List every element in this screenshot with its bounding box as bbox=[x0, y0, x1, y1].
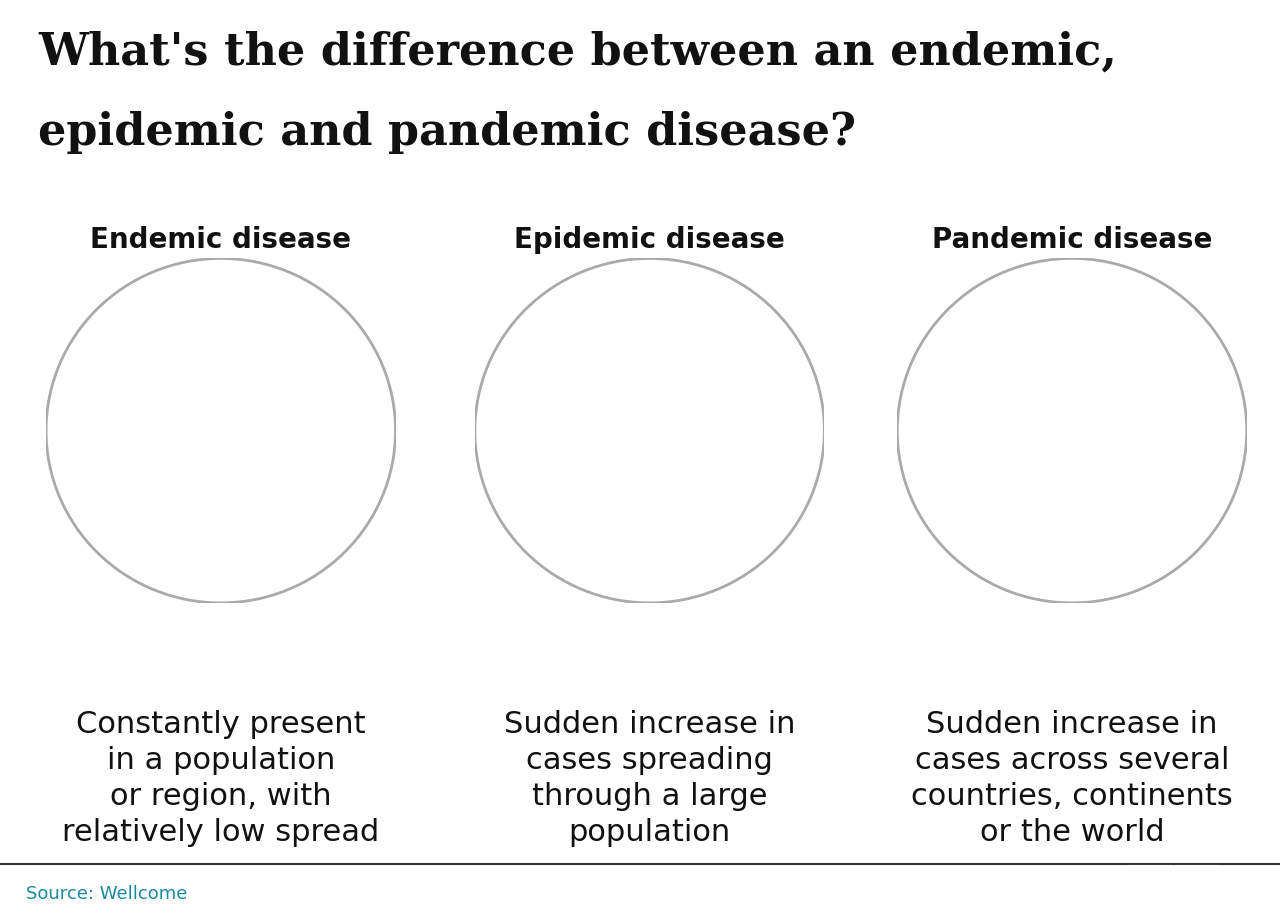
Text: Constantly present
in a population
or region, with
relatively low spread: Constantly present in a population or re… bbox=[63, 709, 379, 845]
Text: Sudden increase in
cases spreading
through a large
population: Sudden increase in cases spreading throu… bbox=[504, 709, 795, 845]
Ellipse shape bbox=[46, 259, 396, 603]
Text: epidemic and pandemic disease?: epidemic and pandemic disease? bbox=[38, 111, 856, 154]
Ellipse shape bbox=[897, 259, 1247, 603]
Text: Endemic disease: Endemic disease bbox=[91, 226, 351, 254]
Text: B: B bbox=[1183, 877, 1202, 902]
Text: Pandemic disease: Pandemic disease bbox=[932, 226, 1212, 254]
Ellipse shape bbox=[475, 259, 824, 603]
Text: C: C bbox=[1226, 877, 1244, 902]
Text: B: B bbox=[1140, 877, 1160, 902]
Text: What's the difference between an endemic,: What's the difference between an endemic… bbox=[38, 30, 1117, 74]
Text: Epidemic disease: Epidemic disease bbox=[515, 226, 785, 254]
Text: Sudden increase in
cases across several
countries, continents
or the world: Sudden increase in cases across several … bbox=[911, 709, 1233, 845]
Text: Source: Wellcome: Source: Wellcome bbox=[26, 884, 187, 902]
